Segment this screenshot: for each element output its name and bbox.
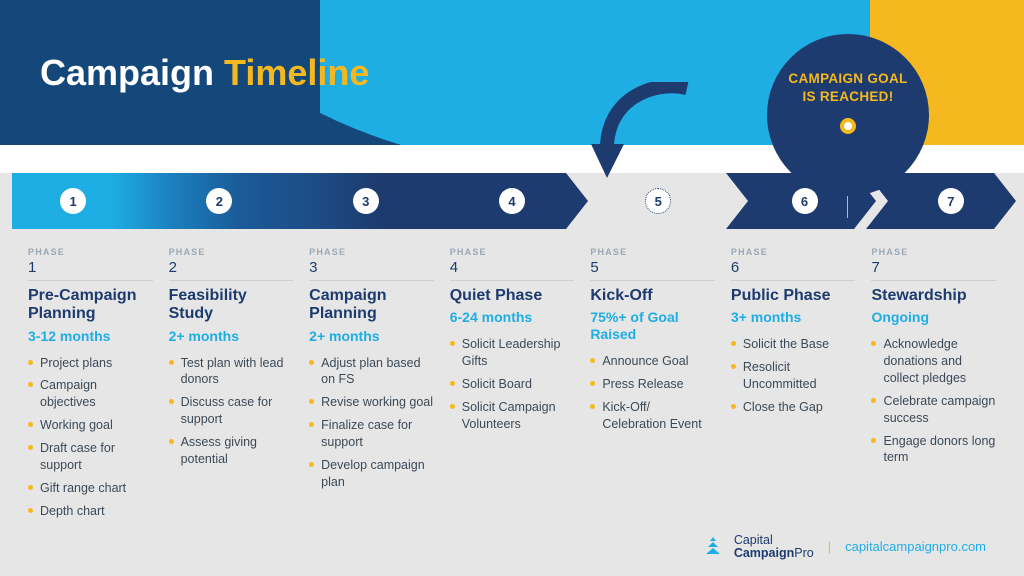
chevron-num-3: 3 bbox=[353, 188, 379, 214]
phase-5-num: 5 bbox=[590, 259, 715, 281]
phase-3-title: Campaign Planning bbox=[309, 287, 434, 324]
chevron-2: 2 bbox=[146, 173, 292, 229]
brand-line2: Campaign bbox=[734, 546, 794, 560]
chevron-4: 4 bbox=[439, 173, 585, 229]
phase-4-num: 4 bbox=[450, 259, 575, 281]
phase-5-bullets: Announce Goal Press Release Kick-Off/ Ce… bbox=[590, 353, 715, 433]
bullet: Finalize case for support bbox=[309, 417, 434, 451]
phase-3-duration: 2+ months bbox=[309, 328, 434, 345]
bullet: Draft case for support bbox=[28, 440, 153, 474]
bullet: Test plan with lead donors bbox=[169, 355, 294, 389]
bullet: Assess giving potential bbox=[169, 434, 294, 468]
title-word2: Timeline bbox=[224, 52, 369, 93]
bullet: Close the Gap bbox=[731, 399, 856, 416]
bullet: Gift range chart bbox=[28, 480, 153, 497]
goal-line1: CAMPAIGN GOAL bbox=[788, 71, 907, 86]
chevron-1: 1 bbox=[0, 173, 146, 229]
bullet: Solicit Campaign Volunteers bbox=[450, 399, 575, 433]
phase-label: PHASE bbox=[169, 247, 294, 257]
phase-5-title: Kick-Off bbox=[590, 287, 715, 305]
phase-7-duration: Ongoing bbox=[871, 309, 996, 326]
phase-4-bullets: Solicit Leadership Gifts Solicit Board S… bbox=[450, 336, 575, 432]
chevron-3: 3 bbox=[293, 173, 439, 229]
chevron-num-6: 6 bbox=[792, 188, 818, 214]
phase-7: PHASE 7 Stewardship Ongoing Acknowledge … bbox=[863, 247, 1004, 526]
page-title: Campaign Timeline bbox=[40, 52, 369, 94]
brand-line1: Capital bbox=[734, 533, 773, 547]
phase-label: PHASE bbox=[450, 247, 575, 257]
phase-label: PHASE bbox=[590, 247, 715, 257]
phase-2-duration: 2+ months bbox=[169, 328, 294, 345]
bullet: Project plans bbox=[28, 355, 153, 372]
phase-6-bullets: Solicit the Base Resolicit Uncommitted C… bbox=[731, 336, 856, 416]
phase-5-duration: 75%+ of Goal Raised bbox=[590, 309, 715, 343]
phase-label: PHASE bbox=[309, 247, 434, 257]
bullet: Depth chart bbox=[28, 503, 153, 520]
chevron-num-2: 2 bbox=[206, 188, 232, 214]
phase-1-num: 1 bbox=[28, 259, 153, 281]
goal-text: CAMPAIGN GOAL IS REACHED! bbox=[788, 70, 907, 106]
bullet: Solicit the Base bbox=[731, 336, 856, 353]
footer-separator: | bbox=[828, 539, 831, 554]
chevron-num-7: 7 bbox=[938, 188, 964, 214]
chevron-num-1: 1 bbox=[60, 188, 86, 214]
phase-7-title: Stewardship bbox=[871, 287, 996, 305]
bullet: Acknowledge donations and collect pledge… bbox=[871, 336, 996, 387]
phase-2-bullets: Test plan with lead donors Discuss case … bbox=[169, 355, 294, 468]
logo-icon bbox=[702, 537, 724, 557]
phase-4-title: Quiet Phase bbox=[450, 287, 575, 305]
bullet: Announce Goal bbox=[590, 353, 715, 370]
phase-6-num: 6 bbox=[731, 259, 856, 281]
phase-7-bullets: Acknowledge donations and collect pledge… bbox=[871, 336, 996, 466]
bullet: Celebrate campaign success bbox=[871, 393, 996, 427]
phase-3-num: 3 bbox=[309, 259, 434, 281]
bullet: Working goal bbox=[28, 417, 153, 434]
header: Campaign Timeline CAMPAIGN GOAL IS REACH… bbox=[0, 0, 1024, 145]
phase-6-duration: 3+ months bbox=[731, 309, 856, 326]
goal-pin-line bbox=[847, 196, 848, 218]
bullet: Solicit Leadership Gifts bbox=[450, 336, 575, 370]
phase-7-num: 7 bbox=[871, 259, 996, 281]
bullet: Engage donors long term bbox=[871, 433, 996, 467]
chevron-num-4: 4 bbox=[499, 188, 525, 214]
phase-1-duration: 3-12 months bbox=[28, 328, 153, 345]
bullet: Develop campaign plan bbox=[309, 457, 434, 491]
bullet: Press Release bbox=[590, 376, 715, 393]
bullet: Discuss case for support bbox=[169, 394, 294, 428]
goal-circle: CAMPAIGN GOAL IS REACHED! bbox=[767, 34, 929, 196]
phase-1-title: Pre-Campaign Planning bbox=[28, 287, 153, 324]
bullet: Kick-Off/ Celebration Event bbox=[590, 399, 715, 433]
footer-url: capitalcampaignpro.com bbox=[845, 539, 986, 554]
bullet: Resolicit Uncommitted bbox=[731, 359, 856, 393]
phase-6: PHASE 6 Public Phase 3+ months Solicit t… bbox=[723, 247, 864, 526]
phase-5: PHASE 5 Kick-Off 75%+ of Goal Raised Ann… bbox=[582, 247, 723, 526]
phase-1-bullets: Project plans Campaign objectives Workin… bbox=[28, 355, 153, 520]
phase-1: PHASE 1 Pre-Campaign Planning 3-12 month… bbox=[20, 247, 161, 526]
phase-4: PHASE 4 Quiet Phase 6-24 months Solicit … bbox=[442, 247, 583, 526]
title-word1: Campaign bbox=[40, 52, 214, 93]
bullet: Revise working goal bbox=[309, 394, 434, 411]
phases-grid: PHASE 1 Pre-Campaign Planning 3-12 month… bbox=[20, 247, 1004, 526]
phase-3-bullets: Adjust plan based on FS Revise working g… bbox=[309, 355, 434, 491]
bullet: Campaign objectives bbox=[28, 377, 153, 411]
phase-label: PHASE bbox=[871, 247, 996, 257]
brand-line2b: Pro bbox=[794, 546, 813, 560]
bullet: Adjust plan based on FS bbox=[309, 355, 434, 389]
footer: Capital CampaignPro | capitalcampaignpro… bbox=[702, 534, 986, 560]
goal-pin-dot bbox=[840, 118, 856, 134]
bullet: Solicit Board bbox=[450, 376, 575, 393]
arrow-curve-icon bbox=[577, 82, 707, 197]
goal-line2: IS REACHED! bbox=[802, 89, 893, 104]
phase-4-duration: 6-24 months bbox=[450, 309, 575, 326]
chevron-7: 7 bbox=[878, 173, 1024, 229]
phase-2-num: 2 bbox=[169, 259, 294, 281]
phase-label: PHASE bbox=[731, 247, 856, 257]
phase-6-title: Public Phase bbox=[731, 287, 856, 305]
logo-text: Capital CampaignPro bbox=[734, 534, 814, 560]
phase-2-title: Feasibility Study bbox=[169, 287, 294, 324]
content-area: PHASE 1 Pre-Campaign Planning 3-12 month… bbox=[0, 229, 1024, 576]
phase-3: PHASE 3 Campaign Planning 2+ months Adju… bbox=[301, 247, 442, 526]
phase-2: PHASE 2 Feasibility Study 2+ months Test… bbox=[161, 247, 302, 526]
phase-label: PHASE bbox=[28, 247, 153, 257]
